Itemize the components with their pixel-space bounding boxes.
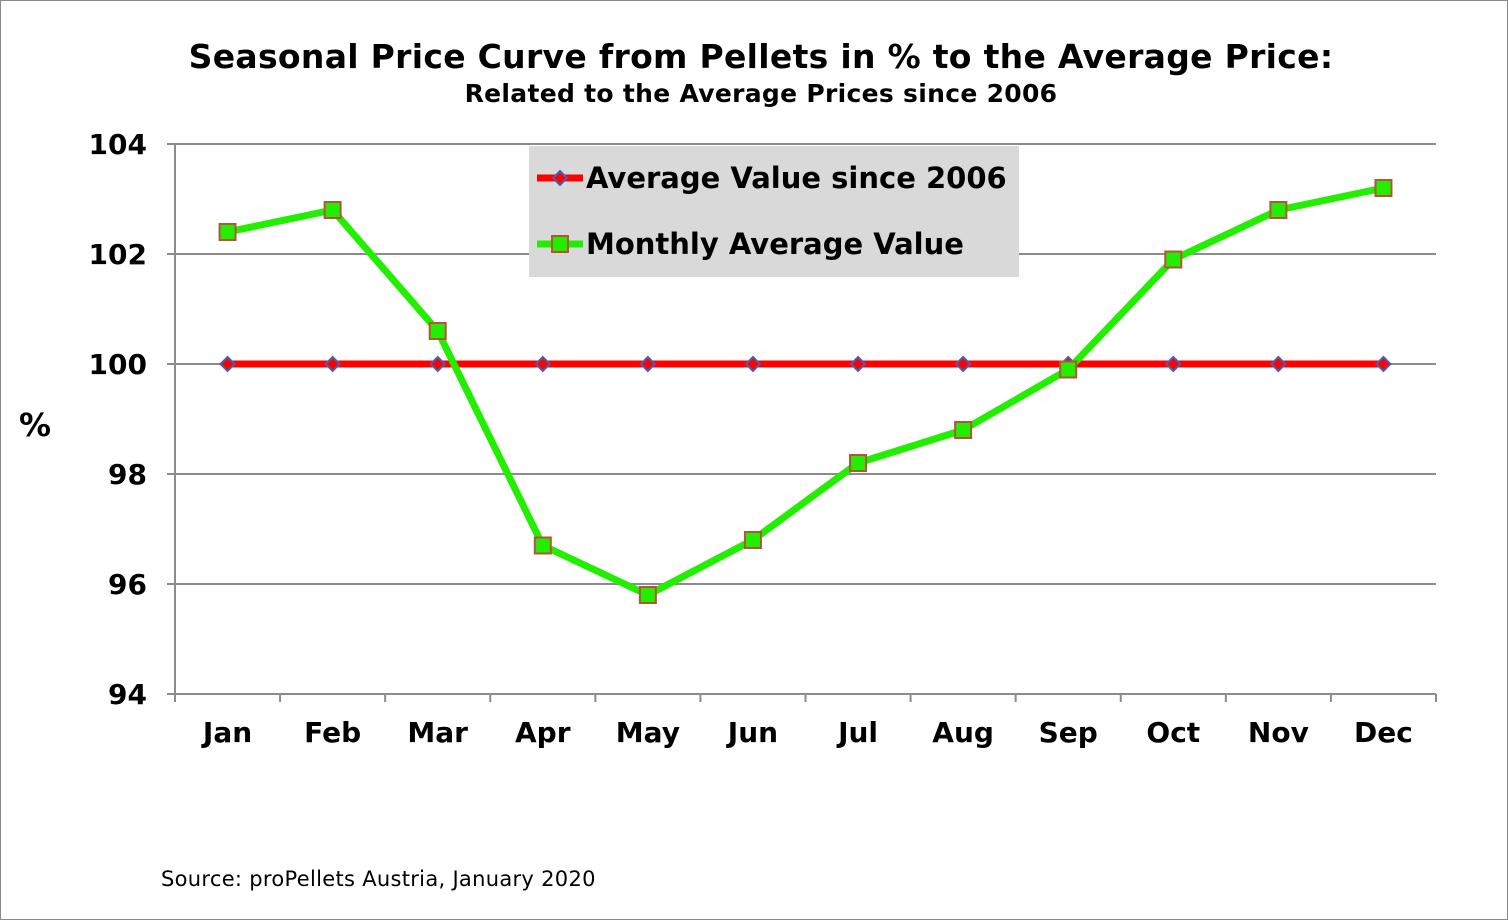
legend-label: Average Value since 2006 bbox=[586, 161, 1007, 195]
data-point bbox=[639, 355, 657, 373]
legend: Average Value since 2006 Monthly Average … bbox=[529, 146, 1019, 277]
legend-background bbox=[529, 146, 1019, 277]
data-point bbox=[1269, 355, 1287, 373]
chart-subtitle: Related to the Average Prices since 2006 bbox=[464, 79, 1058, 108]
x-tick-label: Mar bbox=[407, 716, 468, 749]
data-point bbox=[638, 586, 657, 604]
legend-label: Monthly Average Value bbox=[586, 227, 964, 261]
x-tick-label: Dec bbox=[1354, 716, 1413, 749]
data-point bbox=[1164, 355, 1182, 373]
x-tick-label: Oct bbox=[1146, 716, 1200, 749]
data-point bbox=[849, 454, 868, 472]
data-point bbox=[1059, 360, 1078, 379]
data-point bbox=[1269, 201, 1288, 219]
y-tick-label: 96 bbox=[108, 568, 147, 601]
x-tick-label: Nov bbox=[1248, 716, 1309, 749]
data-point bbox=[219, 355, 236, 373]
x-tick-label: Apr bbox=[515, 716, 571, 749]
data-point bbox=[533, 536, 552, 555]
x-tick-label: Jul bbox=[836, 716, 878, 749]
y-tick-label: 102 bbox=[89, 238, 147, 271]
x-tick-label: Feb bbox=[304, 716, 361, 749]
data-point bbox=[743, 531, 762, 549]
y-tick-label: 98 bbox=[108, 458, 147, 491]
data-point bbox=[218, 223, 237, 241]
data-point bbox=[1375, 355, 1392, 373]
x-tick-labels: Jan Feb Mar Apr May Jun Jul Aug Sep Oct Nov Dec bbox=[201, 716, 1413, 749]
data-point bbox=[429, 355, 447, 373]
series-layer bbox=[218, 179, 1393, 604]
x-tick-label: Aug bbox=[932, 716, 994, 749]
x-tick-label: May bbox=[616, 716, 680, 749]
legend-marker bbox=[551, 235, 569, 253]
source-note: Source: proPellets Austria, January 2020 bbox=[161, 867, 596, 891]
data-point bbox=[954, 421, 973, 439]
x-tick-label: Sep bbox=[1039, 716, 1098, 749]
y-tick-label: 94 bbox=[108, 678, 147, 711]
data-point bbox=[744, 355, 762, 373]
y-tick-labels: 94 96 98 100 102 104 bbox=[89, 128, 147, 711]
axes bbox=[167, 143, 1437, 702]
data-point bbox=[534, 355, 552, 373]
y-tick-label: 104 bbox=[89, 128, 147, 161]
x-tick-label: Jan bbox=[201, 716, 252, 749]
data-point bbox=[324, 355, 342, 373]
series-line-2 bbox=[226, 184, 1385, 599]
data-point bbox=[323, 201, 342, 219]
x-tick-label: Jun bbox=[726, 716, 778, 749]
y-axis-label: % bbox=[19, 406, 51, 444]
data-point bbox=[1374, 179, 1393, 197]
data-point bbox=[849, 355, 867, 373]
y-tick-label: 100 bbox=[89, 348, 147, 381]
data-point bbox=[954, 355, 972, 373]
legend-marker bbox=[551, 169, 569, 187]
data-point bbox=[428, 322, 447, 340]
chart-title: Seasonal Price Curve from Pellets in % t… bbox=[188, 37, 1334, 76]
data-point bbox=[1164, 250, 1183, 269]
